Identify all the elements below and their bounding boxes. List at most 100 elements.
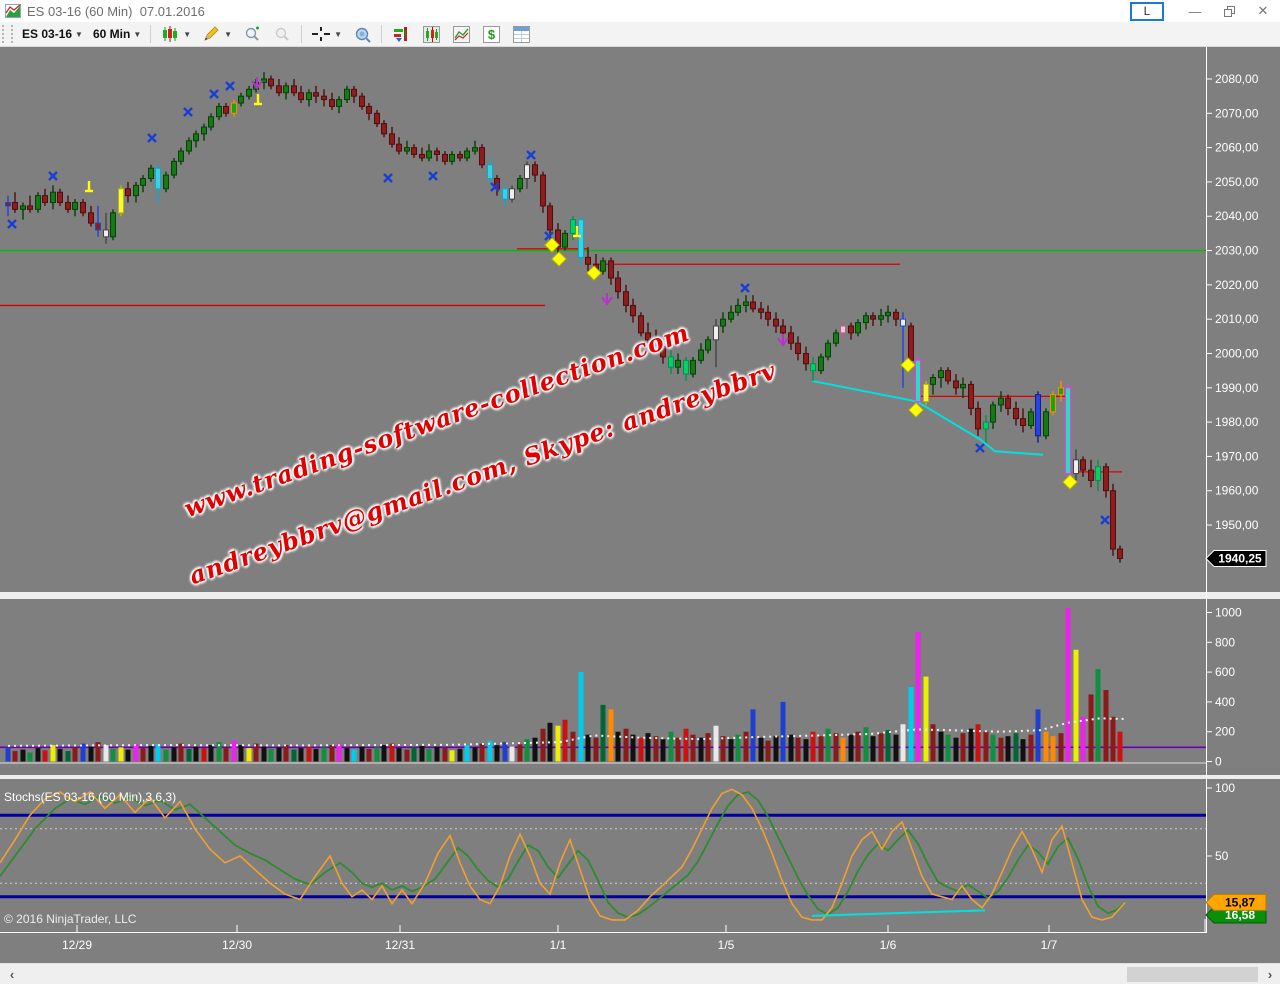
interval-selector[interactable]: 60 Min ▼ [88,24,146,45]
candle[interactable] [110,212,116,238]
candle[interactable] [945,370,951,382]
volume-bar[interactable] [298,748,304,762]
crosshair-button[interactable]: ▼ [306,24,347,45]
candle[interactable] [306,92,312,101]
volume-bar[interactable] [945,734,951,762]
candle[interactable] [600,260,606,272]
volume-bar[interactable] [743,731,749,762]
volume-bar[interactable] [50,745,56,762]
fundamental-data-button[interactable]: $ [476,24,506,45]
volume-bar[interactable] [668,731,674,762]
candle[interactable] [900,318,906,327]
candle[interactable] [683,359,689,375]
time-axis[interactable]: 12/29 12/30 12/31 1/1 1/5 1/6 1/7 [0,919,1207,952]
volume-bar[interactable] [885,730,891,762]
volume-bar[interactable] [818,736,824,762]
candle[interactable] [268,78,274,87]
volume-bar[interactable] [683,728,689,762]
scroll-left-arrow-icon[interactable]: ‹ [9,966,15,982]
candle[interactable] [780,325,786,334]
candle[interactable] [630,304,636,317]
volume-bar[interactable] [359,746,365,762]
candle[interactable] [893,311,899,320]
volume-bar[interactable] [788,734,794,762]
candle[interactable] [660,346,666,358]
volume-bar[interactable] [449,750,455,762]
candle[interactable] [923,383,929,403]
volume-bar[interactable] [923,676,929,762]
volume-bar[interactable] [366,748,372,762]
candle[interactable] [457,153,463,159]
candle[interactable] [540,174,546,207]
candle[interactable] [773,318,779,327]
indicators-button[interactable] [446,24,476,45]
volume-bar[interactable] [990,734,996,762]
volume-bar[interactable] [404,749,410,762]
volume-bar[interactable] [238,745,244,762]
volume-bar[interactable] [728,739,734,762]
candle[interactable] [803,352,809,365]
candle[interactable] [336,99,342,107]
candle[interactable] [645,332,651,341]
volume-bar[interactable] [110,748,116,762]
volume-bar[interactable] [623,728,629,762]
candle[interactable] [472,147,478,152]
volume-bar[interactable] [321,747,327,762]
volume-bar[interactable] [870,736,876,762]
candle[interactable] [788,332,794,344]
volume-bar[interactable] [540,728,546,762]
volume-bar[interactable] [968,728,974,762]
candle[interactable] [216,105,222,118]
volume-bar[interactable] [509,746,515,762]
volume-bar[interactable] [479,743,485,762]
volume-bar[interactable] [547,722,553,762]
volume-bar[interactable] [208,745,214,762]
candle[interactable] [313,92,319,97]
volume-bar[interactable] [306,746,312,762]
candle[interactable] [870,315,876,320]
candle[interactable] [795,342,801,354]
horizontal-scrollbar[interactable]: ‹ › [0,963,1280,984]
volume-bar[interactable] [863,727,869,762]
candle[interactable] [178,150,184,162]
volume-bar[interactable] [720,736,726,762]
volume-bar[interactable] [434,746,440,762]
volume-bar[interactable] [900,724,906,762]
volume-bar[interactable] [216,742,222,762]
candle[interactable] [50,191,56,204]
zoom-out-button[interactable] [267,24,297,45]
volume-bar[interactable] [1073,649,1079,762]
volume-bar[interactable] [72,747,78,762]
candle[interactable] [389,133,395,145]
candle[interactable] [344,88,350,101]
candle[interactable] [1073,459,1079,475]
candle[interactable] [750,301,756,310]
candle[interactable] [27,205,33,210]
volume-bar[interactable] [930,724,936,762]
volume-bar[interactable] [765,740,771,762]
candle[interactable] [930,376,936,385]
volume-bar[interactable] [840,737,846,762]
volume-bar[interactable] [261,746,267,762]
volume-bar[interactable] [1035,709,1041,762]
candle[interactable] [1035,394,1041,437]
volume-bar[interactable] [983,731,989,762]
candle[interactable] [960,383,966,389]
volume-bar[interactable] [133,743,139,762]
candle[interactable] [1065,387,1071,475]
volume-bar[interactable] [201,748,207,762]
candle[interactable] [148,167,154,179]
candle[interactable] [1117,548,1123,559]
toolbar-grip[interactable] [2,25,13,43]
volume-bar[interactable] [855,731,861,762]
volume-bar[interactable] [555,725,561,762]
candle[interactable] [555,229,561,248]
volume-bar[interactable] [1080,716,1086,762]
candle[interactable] [381,123,387,135]
volume-bar[interactable] [690,734,696,762]
volume-bar[interactable] [960,733,966,762]
volume-bar[interactable] [57,748,63,762]
chart-trader-button[interactable] [386,24,416,45]
candle[interactable] [1043,411,1049,437]
volume-bar[interactable] [780,701,786,762]
